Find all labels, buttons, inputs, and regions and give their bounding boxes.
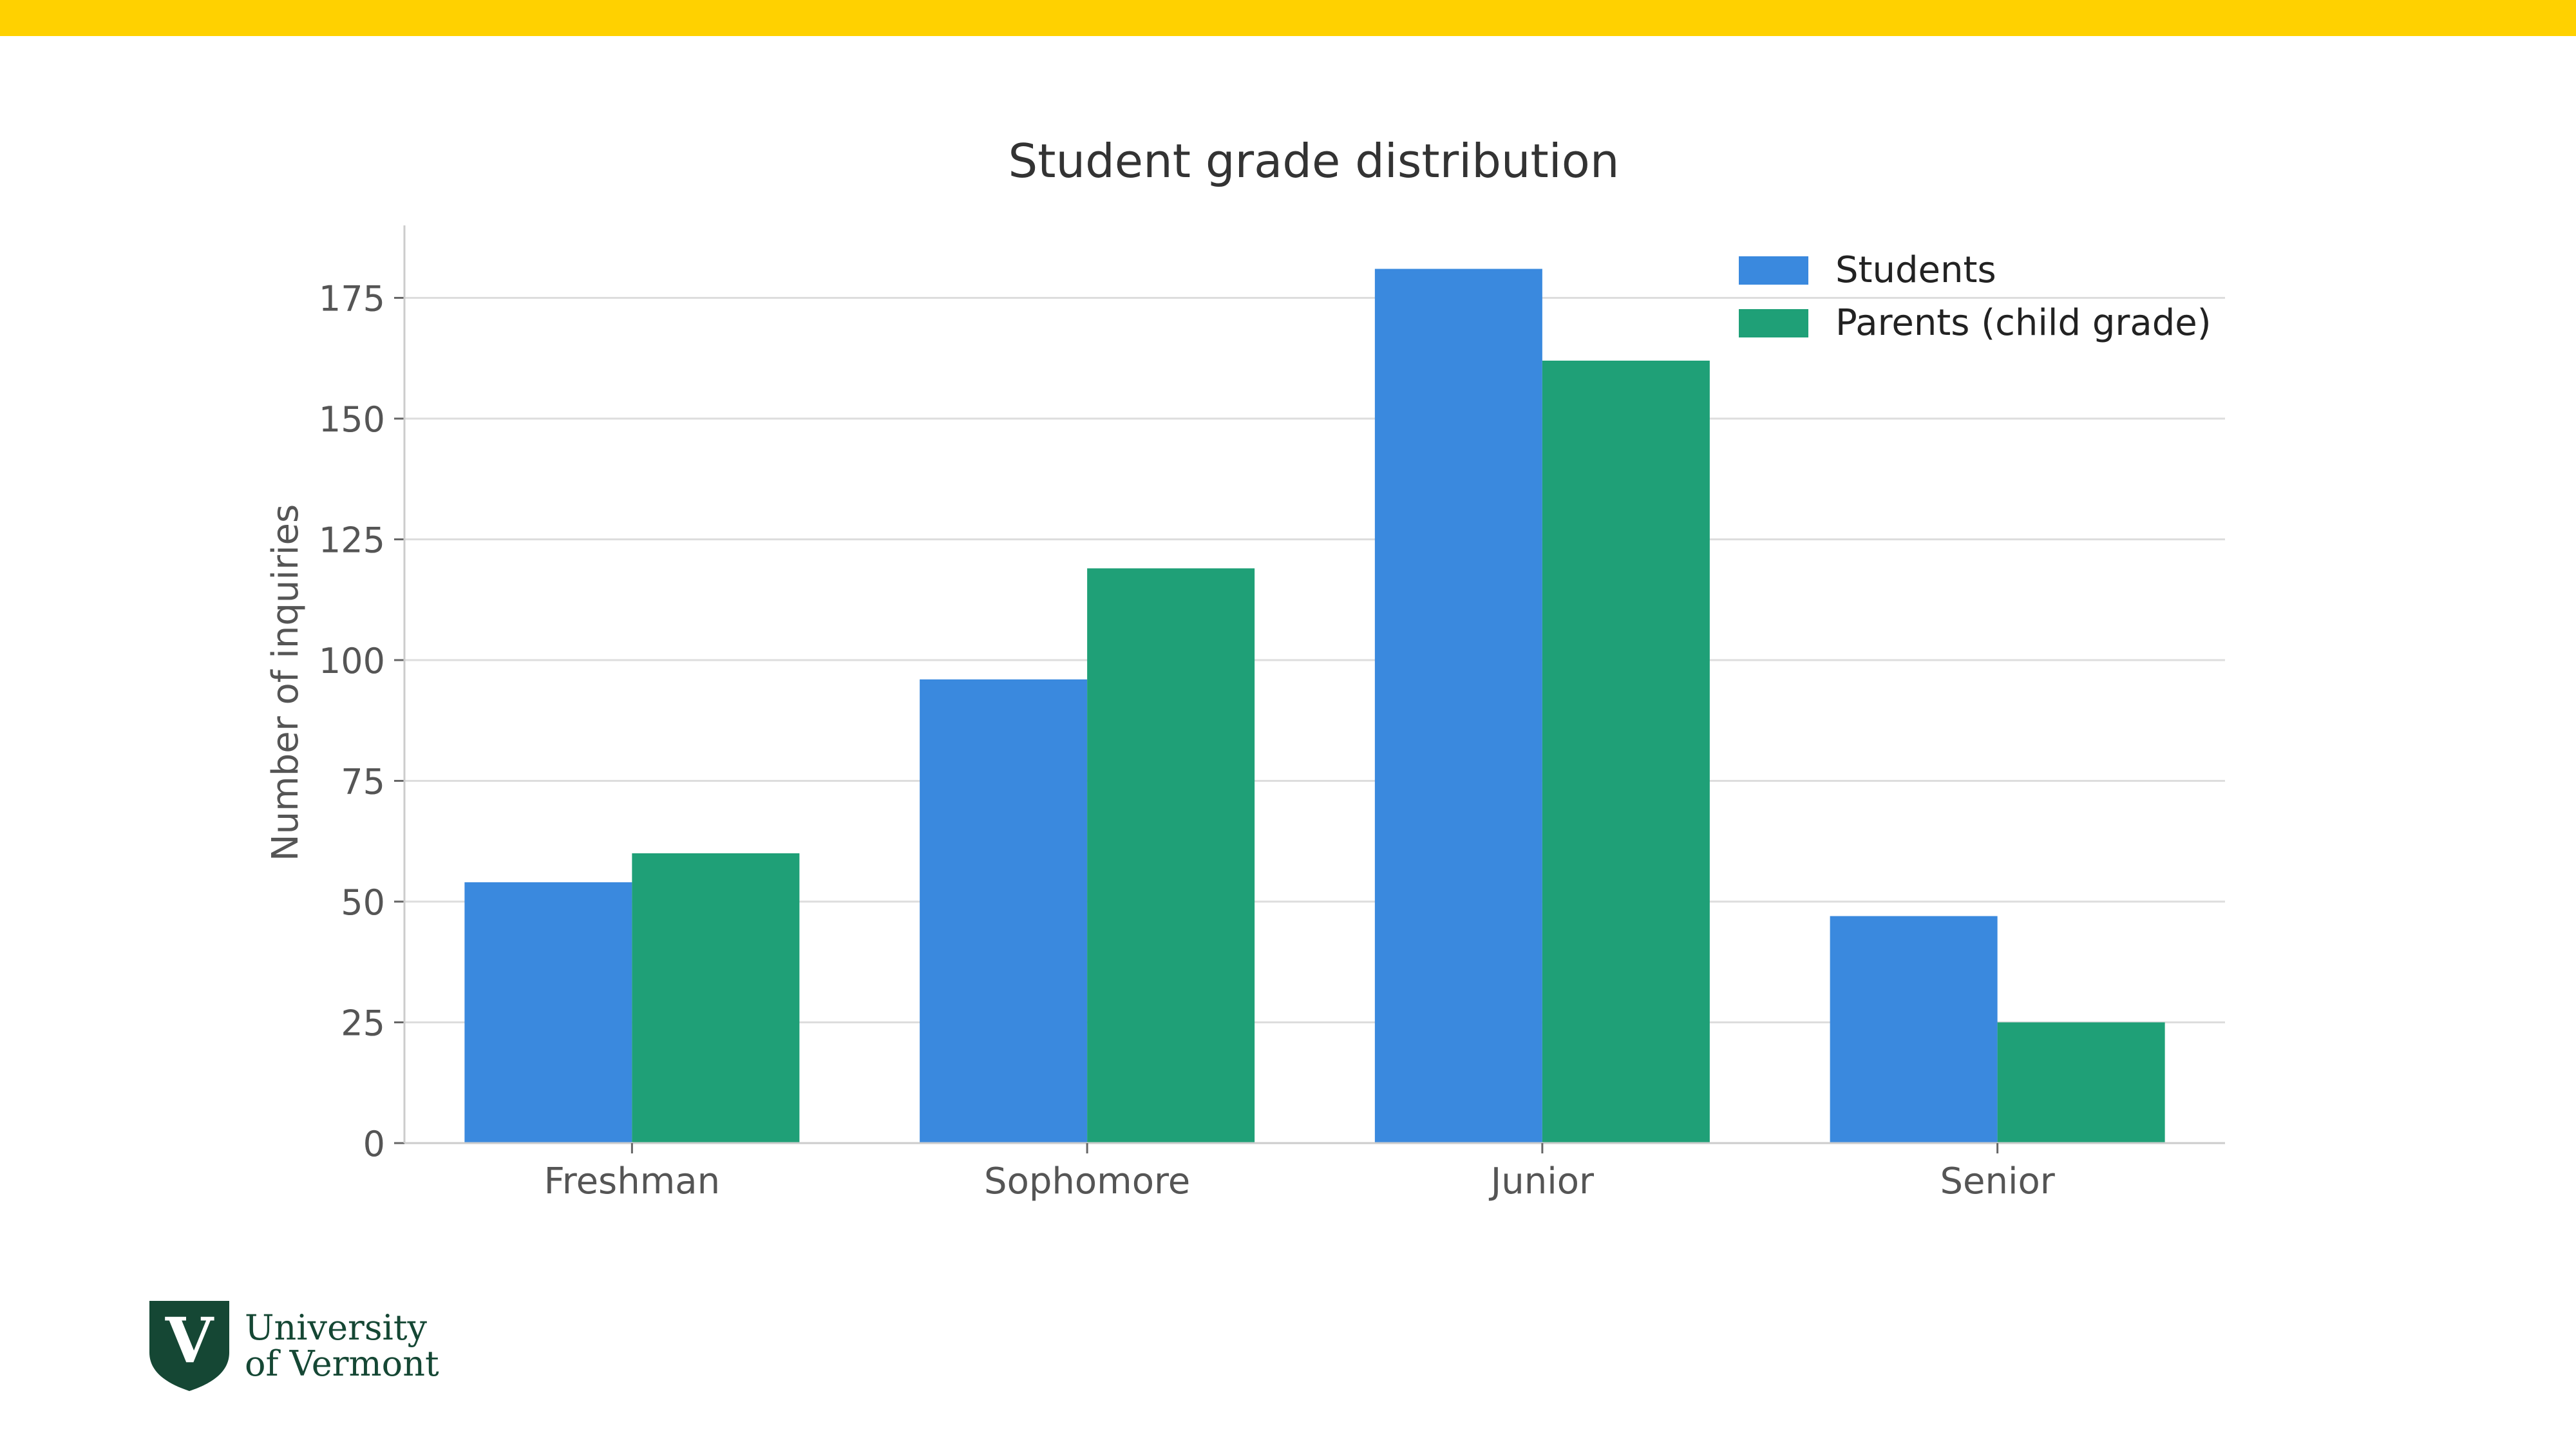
- x-tick-label: Sophomore: [984, 1160, 1190, 1202]
- bar-chart: Student grade distribution Number of inq…: [265, 134, 2225, 1202]
- bar-freshman-parents: [632, 853, 800, 1143]
- university-logo: V University of Vermont: [149, 1301, 439, 1391]
- bar-senior-parents: [1997, 1022, 2165, 1143]
- legend: Students Parents (child grade): [1739, 249, 2211, 344]
- y-tick-label: 0: [363, 1124, 385, 1164]
- bar-junior-students: [1374, 269, 1542, 1143]
- bars: [464, 269, 2165, 1143]
- bar-junior-parents: [1542, 361, 1710, 1143]
- bar-sophomore-students: [920, 679, 1088, 1143]
- logo-line-2: of Vermont: [245, 1343, 439, 1384]
- x-tick-label: Senior: [1940, 1160, 2055, 1202]
- axes: 0 25 50 75 100 125 150 175 Freshman Sophomore Juni…: [319, 225, 2225, 1202]
- y-tick-label: 175: [319, 279, 385, 319]
- legend-swatch: [1739, 256, 1808, 285]
- shield-letter: V: [165, 1304, 214, 1377]
- legend-label: Parents (child grade): [1835, 302, 2211, 344]
- y-tick-label: 50: [341, 882, 385, 923]
- y-tick-label: 25: [341, 1003, 385, 1044]
- y-tick-label: 100: [319, 641, 385, 681]
- legend-swatch: [1739, 309, 1808, 337]
- y-tick-label: 125: [319, 520, 385, 561]
- bar-freshman-students: [464, 882, 632, 1143]
- x-tick-label: Junior: [1489, 1160, 1595, 1202]
- bar-sophomore-parents: [1087, 568, 1255, 1143]
- y-axis-label: Number of inquiries: [265, 504, 307, 861]
- y-tick-label: 150: [319, 399, 385, 440]
- y-tick-label: 75: [341, 762, 385, 802]
- x-tick-label: Freshman: [544, 1160, 720, 1202]
- bar-senior-students: [1830, 916, 1998, 1143]
- chart-title: Student grade distribution: [1009, 134, 1620, 188]
- top-accent-bar: [0, 0, 2576, 36]
- legend-label: Students: [1835, 249, 1996, 291]
- shield-icon: [149, 1301, 229, 1391]
- logo-line-1: University: [245, 1307, 428, 1348]
